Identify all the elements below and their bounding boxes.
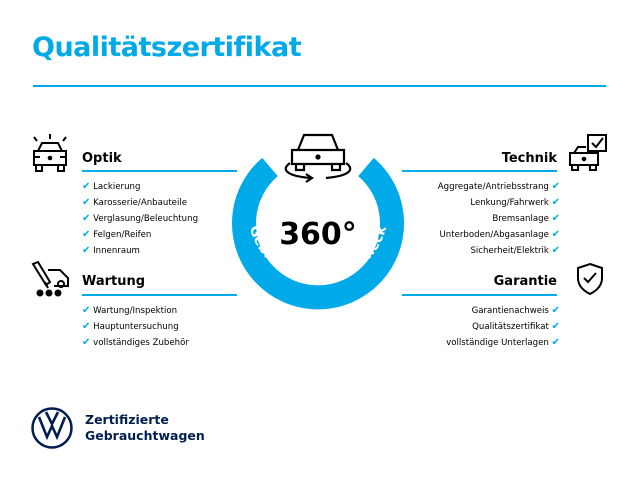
list-item: Qualitätszertifikat ✔ <box>472 321 560 332</box>
list-item: Bremsanlage ✔ <box>492 213 560 224</box>
section-heading-garantie: Garantie <box>493 274 557 289</box>
checkmark-icon: ✔ <box>551 305 560 316</box>
checkmark-icon: ✔ <box>551 245 560 256</box>
car-rotate-360-icon <box>284 133 352 183</box>
list-item: ✔ Karosserie/Anbauteile <box>82 197 188 208</box>
checkmark-icon: ✔ <box>551 213 560 224</box>
page-title: Qualitätszertifikat <box>32 32 302 63</box>
checkmark-icon: ✔ <box>82 321 91 332</box>
checkmark-icon: ✔ <box>551 197 560 208</box>
checkmark-icon: ✔ <box>82 245 91 256</box>
list-item: Lenkung/Fahrwerk ✔ <box>470 197 560 208</box>
section-heading-optik: Optik <box>82 151 122 166</box>
car-lights-icon <box>33 134 67 172</box>
garantie-divider <box>402 294 557 296</box>
optik-divider <box>82 170 237 172</box>
list-item: ✔ vollständiges Zubehör <box>82 337 189 348</box>
technik-divider <box>402 170 557 172</box>
vw-logo <box>31 407 73 449</box>
360-check-badge: 360° Gebrauchtwagen-Check <box>232 133 404 310</box>
checkmark-icon: ✔ <box>82 229 91 240</box>
list-item: Unterboden/Abgasanlage ✔ <box>439 229 561 240</box>
title-divider <box>33 85 606 87</box>
list-item: ✔ Felgen/Reifen <box>82 229 152 240</box>
list-item: Sicherheit/Elektrik ✔ <box>470 245 560 256</box>
section-heading-technik: Technik <box>501 151 557 166</box>
checkmark-icon: ✔ <box>82 197 91 208</box>
wartung-divider <box>82 294 237 296</box>
badge-value: 360° <box>279 217 357 252</box>
technik-list: Aggregate/Antriebsstrang ✔ Lenkung/Fahrw… <box>438 179 560 259</box>
car-checklist-icon <box>569 134 607 171</box>
badge-ring <box>232 157 404 310</box>
checkmark-icon: ✔ <box>551 181 560 192</box>
optik-list: ✔ Lackierung ✔ Karosserie/Anbauteile ✔ V… <box>82 179 198 259</box>
wartung-list: ✔ Wartung/Inspektion ✔ Hauptuntersuchung… <box>82 303 189 351</box>
list-item: ✔ Hauptuntersuchung <box>82 321 179 332</box>
brand-text: Zertifizierte Gebrauchtwagen <box>85 412 205 443</box>
service-tools-car-icon <box>31 260 69 297</box>
list-item: ✔ Lackierung <box>82 181 141 192</box>
checkmark-icon: ✔ <box>551 321 560 332</box>
checkmark-icon: ✔ <box>551 229 560 240</box>
list-item: Aggregate/Antriebsstrang ✔ <box>437 181 560 192</box>
list-item: ✔ Innenraum <box>82 245 140 256</box>
garantie-list: Garantienachweis ✔ Qualitätszertifikat ✔… <box>446 303 560 351</box>
list-item: ✔ Wartung/Inspektion <box>82 305 178 316</box>
checkmark-icon: ✔ <box>82 213 91 224</box>
list-item: vollständige Unterlagen ✔ <box>446 337 560 348</box>
checkmark-icon: ✔ <box>82 181 91 192</box>
checkmark-icon: ✔ <box>551 337 560 348</box>
list-item: ✔ Verglasung/Beleuchtung <box>82 213 199 224</box>
list-item: Garantienachweis ✔ <box>471 305 560 316</box>
shield-check-icon <box>577 262 603 296</box>
checkmark-icon: ✔ <box>82 337 91 348</box>
section-heading-wartung: Wartung <box>82 274 146 289</box>
checkmark-icon: ✔ <box>82 305 91 316</box>
